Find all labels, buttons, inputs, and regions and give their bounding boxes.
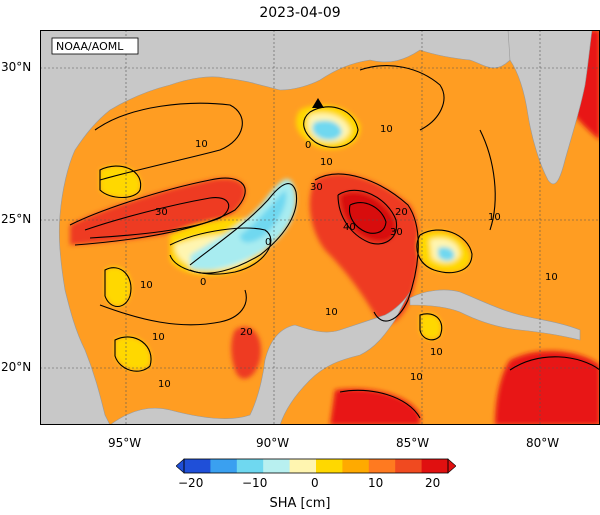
colorbar-cell <box>263 459 291 473</box>
lon-tick-4: 80°W <box>526 436 560 450</box>
colorbar-cell <box>236 459 264 473</box>
cuba <box>409 289 581 341</box>
contour-label: 20 <box>395 207 408 218</box>
colorbar-tick-1: −20 <box>178 476 204 490</box>
contour-label: 20 <box>240 327 253 338</box>
sea-height-map: 10 10 10 10 10 10 10 10 10 10 10 20 20 3… <box>40 30 600 425</box>
colorbar-cell <box>342 459 370 473</box>
colorbar-cell <box>316 459 343 473</box>
colorbar-cell <box>421 459 449 473</box>
colorbar-cell <box>368 459 396 473</box>
colorbar-cell <box>210 459 238 473</box>
land <box>40 30 593 425</box>
colorbar-label: SHA [cm] <box>269 496 331 511</box>
lat-tick-3: 20°N <box>1 360 32 374</box>
contour-label: 0 <box>265 237 271 248</box>
colorbar-cell <box>395 459 423 473</box>
colorbar <box>176 458 456 474</box>
contour-label: 10 <box>152 332 165 343</box>
contour-label: 30 <box>155 207 168 218</box>
contour-label: 10 <box>320 157 333 168</box>
watermark-box <box>51 37 139 55</box>
contour-label: 10 <box>195 139 208 150</box>
colorbar-cell <box>184 459 211 473</box>
lon-tick-1: 95°W <box>108 436 142 450</box>
colorbar-tick-5: 20 <box>425 476 441 490</box>
colorbar-arrow-right <box>447 458 456 474</box>
contour-label: 0 <box>305 140 311 151</box>
lat-tick-1: 30°N <box>1 60 32 74</box>
florida <box>507 30 593 185</box>
colorbar-tick-3: 0 <box>311 476 319 490</box>
watermark: NOAA/AOML <box>56 40 124 53</box>
lon-tick-2: 90°W <box>256 436 290 450</box>
lat-tick-2: 25°N <box>1 212 32 226</box>
colorbar-tick-4: 10 <box>368 476 384 490</box>
contour-labels: 10 10 10 10 10 10 10 10 10 10 10 20 20 3… <box>140 124 558 390</box>
contour-label: 0 <box>200 277 206 288</box>
contour-label: 10 <box>430 347 443 358</box>
triangle-marker <box>312 98 324 108</box>
gridlines <box>40 30 600 425</box>
contour-label: 10 <box>410 372 423 383</box>
us-coast <box>40 30 512 425</box>
contour-label: 30 <box>310 182 323 193</box>
contour-label: 30 <box>390 227 403 238</box>
colorbar-cell <box>289 459 317 473</box>
lon-tick-3: 85°W <box>396 436 430 450</box>
contour-label: 10 <box>158 379 171 390</box>
map-title: 2023-04-09 <box>259 5 341 21</box>
colorbar-arrow-left <box>176 458 185 474</box>
contour-label: 10 <box>140 280 153 291</box>
contour-label: 10 <box>545 272 558 283</box>
contour-label: 10 <box>488 212 501 223</box>
anomaly-patches <box>70 30 600 425</box>
mexico <box>109 291 411 425</box>
contour-label: 10 <box>325 307 338 318</box>
contour-label: 40 <box>343 222 356 233</box>
colorbar-tick-2: −10 <box>242 476 268 490</box>
contours <box>69 65 600 419</box>
contour-label: 10 <box>380 124 393 135</box>
